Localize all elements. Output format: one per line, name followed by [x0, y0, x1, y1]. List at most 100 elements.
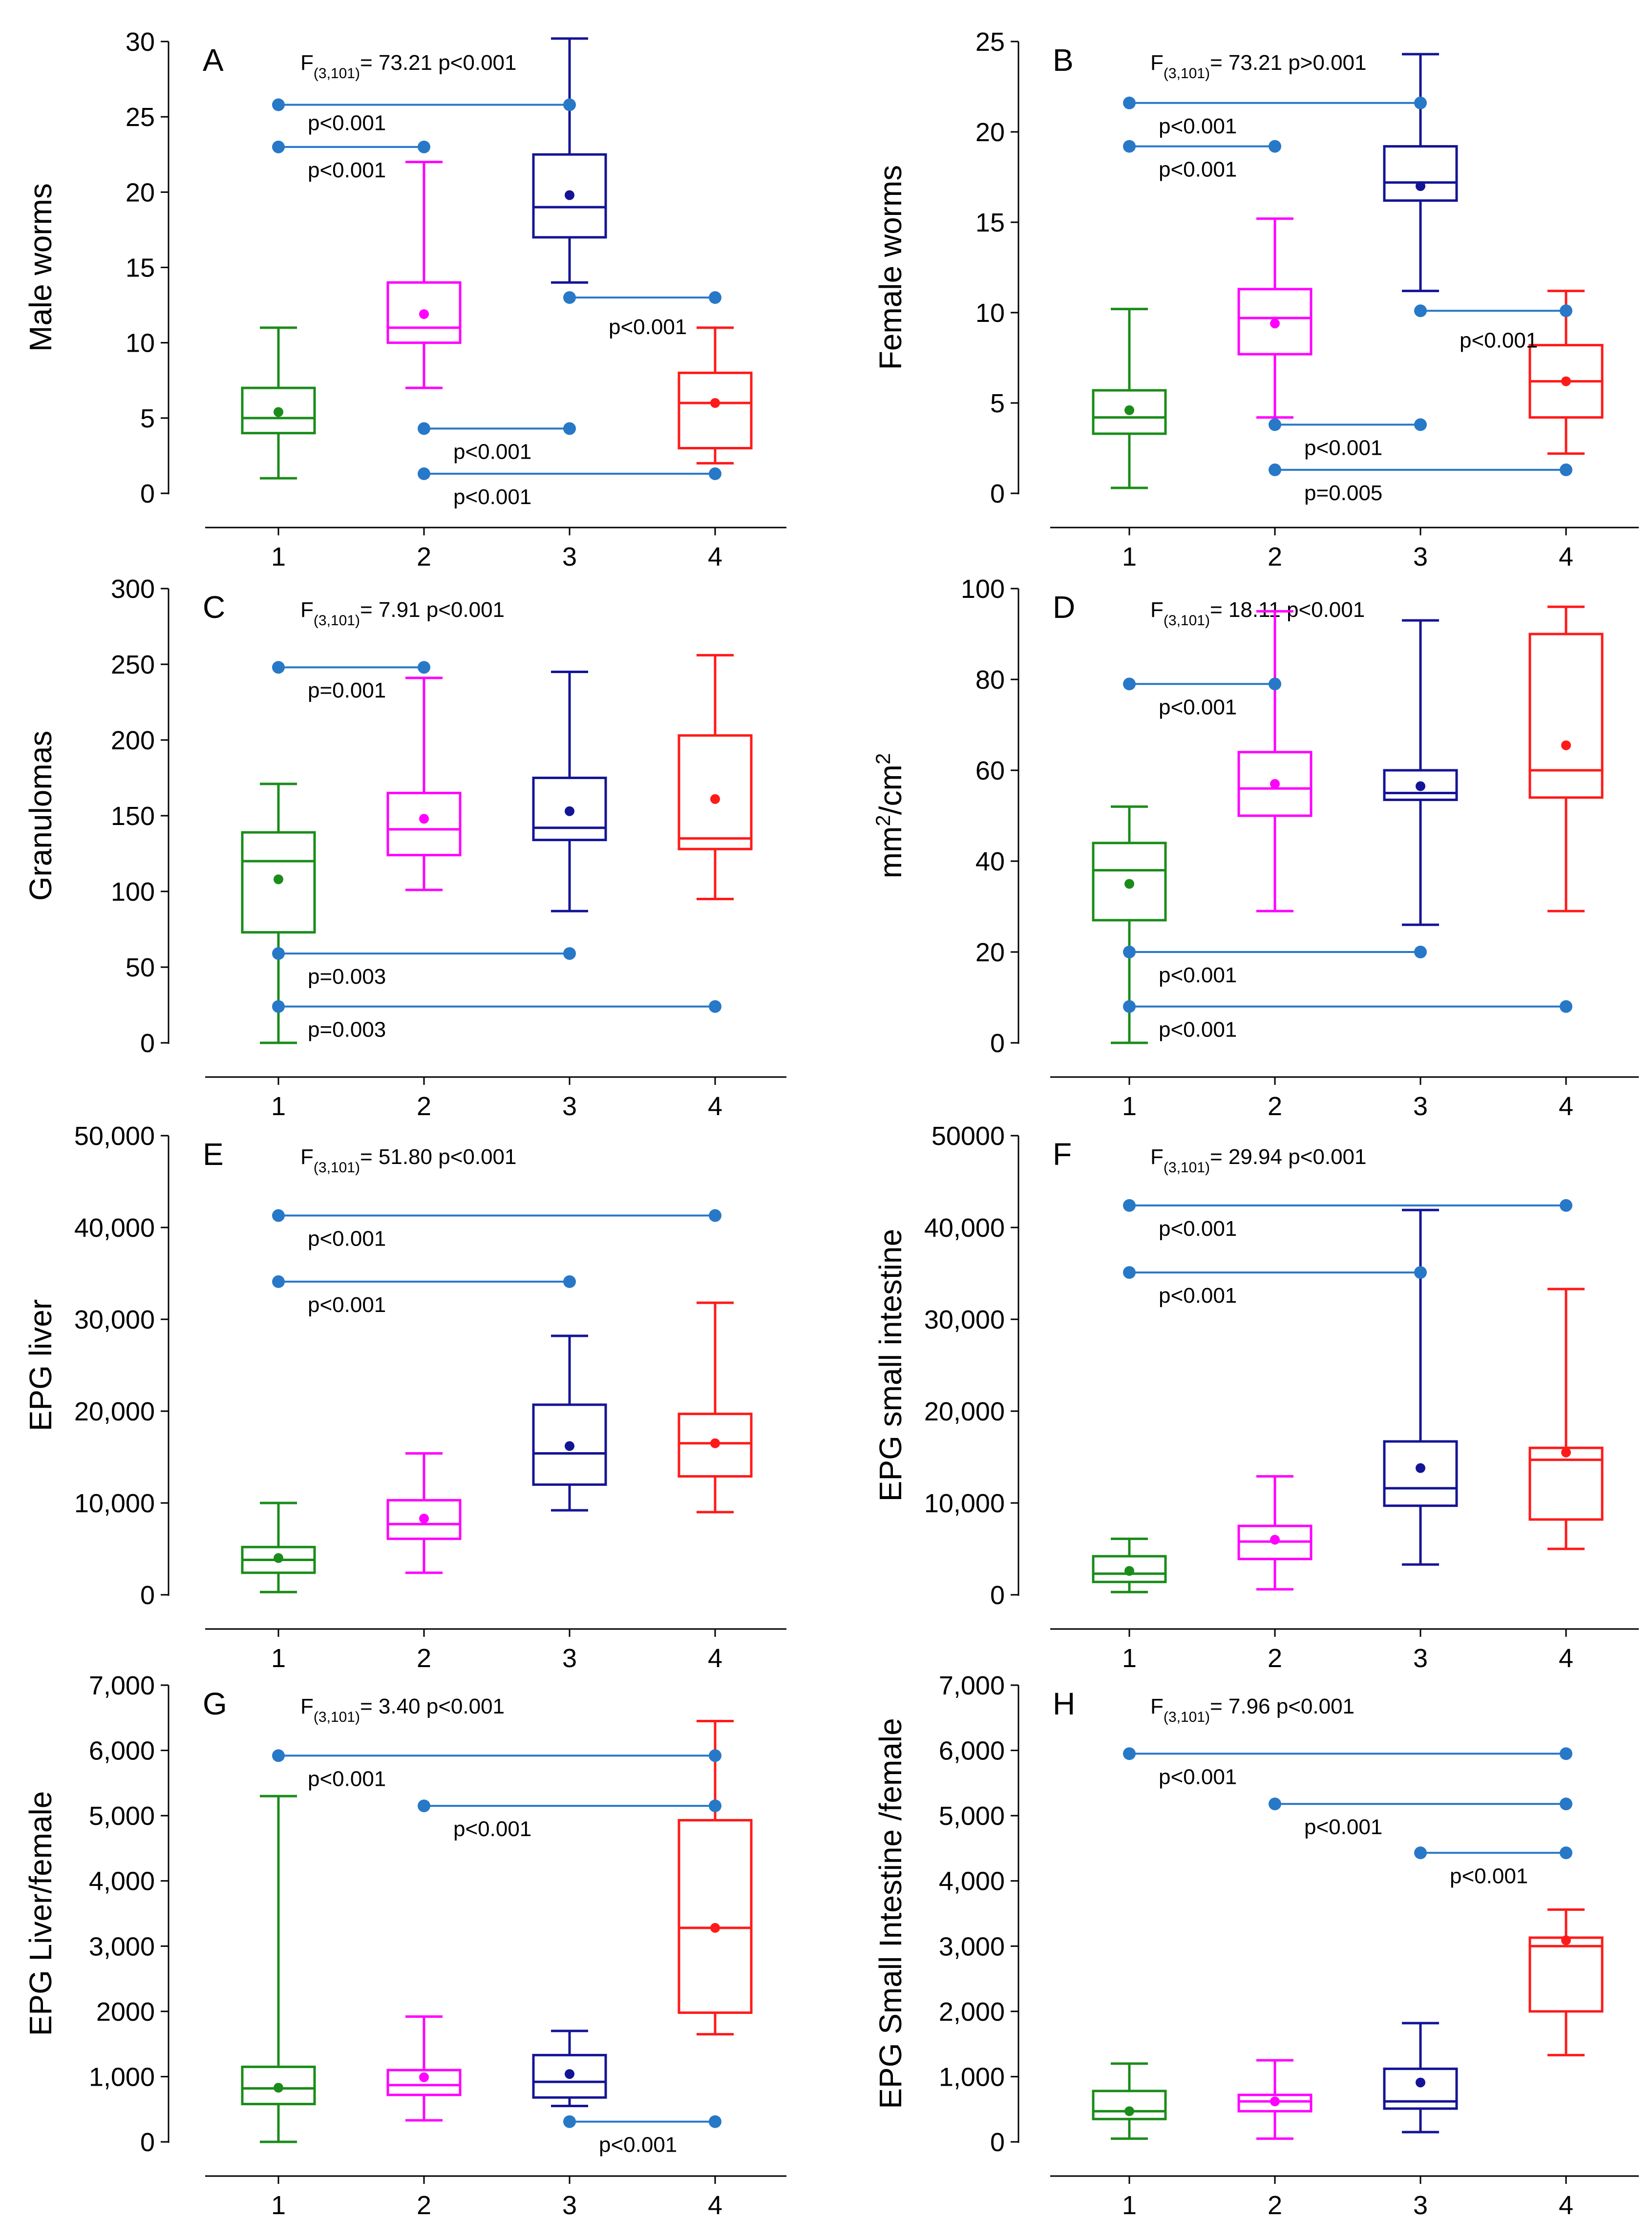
box-mean-point	[274, 874, 283, 885]
panel-letter: E	[203, 1137, 224, 1172]
comparison-label: p<0.001	[308, 1227, 386, 1251]
y-tick-label: 0	[990, 1581, 1005, 1610]
x-tick-label: 4	[1559, 542, 1573, 571]
comparison-label: p<0.001	[308, 1767, 386, 1791]
x-tick-label: 4	[708, 2191, 722, 2220]
comparison-3: p<0.001	[1123, 1000, 1572, 1042]
x-tick-label: 3	[562, 1644, 577, 1673]
x-tick-label: 4	[708, 1644, 722, 1673]
panel-h: 0 1,000 2,000 3,000 4,000 5,000 6,000 7,000 1 2 3 4…	[873, 1671, 1639, 2220]
panel-letter: G	[203, 1686, 227, 1721]
y-tick-label: 5	[140, 404, 155, 433]
y-tick-label: 6,000	[89, 1736, 155, 1766]
box-mean-point	[710, 1923, 720, 1933]
y-tick-label: 10,000	[74, 1489, 155, 1518]
y-tick-label: 50	[126, 953, 155, 982]
comparison-endpoint	[272, 947, 285, 960]
comparison-endpoint	[418, 140, 430, 153]
panel-b: 0 5 10 15 20 25 1 2 3 4 Female worms B F(3,101)= 73.…	[873, 27, 1639, 571]
x-tick-label: 3	[562, 1092, 577, 1121]
box-group-2	[1237, 610, 1313, 912]
stat-text: F(3,101)= 7.96 p<0.001	[1150, 1694, 1355, 1725]
y-tick-label: 5,000	[939, 1801, 1005, 1831]
box-mean-point	[565, 1441, 574, 1451]
y-tick-label: 1,000	[89, 2062, 155, 2092]
comparison-label: p<0.001	[1159, 114, 1237, 138]
y-axis-title: Female worms	[873, 165, 908, 370]
y-tick-label: 40,000	[74, 1213, 155, 1243]
comparison-endpoint	[1560, 1000, 1572, 1013]
comparison-label: p<0.001	[308, 1293, 386, 1317]
comparison-label: p<0.001	[1159, 158, 1237, 182]
comparison-2: p<0.001	[1123, 140, 1281, 182]
comparison-4: p<0.001	[1269, 418, 1427, 460]
stat-text: F(3,101)= 29.94 p<0.001	[1150, 1145, 1366, 1176]
y-tick-label: 20	[975, 938, 1005, 967]
box-mean-point	[565, 2069, 574, 2079]
x-tick-label: 1	[1122, 2191, 1137, 2220]
comparison-endpoint	[563, 98, 576, 111]
y-tick-label: 5	[990, 389, 1005, 418]
x-tick-label: 3	[562, 2191, 577, 2220]
comparison-endpoint	[1123, 1266, 1136, 1279]
box-group-1	[241, 783, 316, 1044]
comparison-endpoint	[272, 140, 285, 153]
comparison-endpoint	[1123, 677, 1136, 691]
comparison-endpoint	[563, 2115, 576, 2128]
y-tick-label: 40	[975, 847, 1005, 876]
stat-text: F(3,101)= 3.40 p<0.001	[300, 1694, 505, 1725]
y-tick-label: 4,000	[89, 1867, 155, 1896]
x-tick-label: 4	[1559, 1644, 1573, 1673]
comparison-2: p<0.001	[1123, 1266, 1427, 1308]
box-mean-point	[1561, 1447, 1571, 1458]
comparison-label: p<0.001	[1304, 1815, 1382, 1839]
box-group-4	[1528, 1288, 1604, 1550]
panel-d: 0 20 40 60 80 100 1 2 3 4 mm2/cm2 D F(3,101)= 18.11 …	[871, 574, 1639, 1121]
comparison-endpoint	[1560, 304, 1572, 317]
box-group-2	[1237, 2059, 1313, 2140]
comparison-endpoint	[1414, 946, 1427, 958]
box-group-3	[1383, 2022, 1458, 2134]
comparison-endpoint	[418, 1799, 430, 1813]
x-tick-label: 4	[708, 542, 722, 571]
box-mean-point	[1416, 181, 1425, 191]
stat-text: F(3,101)= 73.21 p>0.001	[1150, 51, 1366, 82]
comparison-endpoint	[272, 1000, 285, 1013]
comparison-label: p<0.001	[308, 158, 386, 182]
box-mean-point	[1561, 740, 1571, 750]
comparison-3: p=0.003	[272, 1000, 721, 1042]
comparison-endpoint	[1123, 1199, 1136, 1212]
box-group-4	[678, 1719, 753, 2036]
comparison-5: p<0.001	[418, 467, 721, 509]
box-group-3	[532, 1334, 607, 1512]
y-axis-title: Granulomas	[23, 731, 58, 901]
y-tick-label: 30	[126, 27, 155, 57]
x-tick-label: 2	[417, 1092, 431, 1121]
box-group-1	[1092, 2062, 1167, 2140]
comparison-endpoint	[709, 1209, 721, 1222]
comparison-2: p<0.001	[272, 1275, 576, 1317]
y-axis-title: EPG Small Intestine /female	[873, 1718, 908, 2109]
comparison-endpoint	[709, 2115, 721, 2128]
comparison-endpoint	[1414, 418, 1427, 431]
x-tick-label: 3	[1413, 2191, 1428, 2220]
comparison-2: p<0.001	[418, 1799, 721, 1841]
box-mean-point	[419, 814, 429, 824]
comparison-endpoint	[1269, 463, 1281, 476]
box-group-4	[678, 326, 753, 465]
box-mean-point	[274, 1553, 283, 1563]
panel-letter: D	[1053, 590, 1075, 625]
comparison-label: p=0.003	[308, 965, 386, 989]
comparison-label: p<0.001	[1304, 436, 1382, 460]
box-group-1	[1092, 805, 1167, 1044]
box-group-3	[532, 37, 607, 284]
comparison-label: p<0.001	[453, 485, 531, 509]
comparison-2: p<0.001	[1269, 1798, 1572, 1839]
box-group-2	[386, 677, 462, 891]
y-tick-label: 0	[140, 1029, 155, 1058]
comparison-endpoint	[709, 1749, 721, 1762]
y-axis-title: EPG small intestine	[873, 1229, 908, 1502]
box-group-2	[386, 1452, 462, 1574]
y-tick-label: 20	[126, 178, 155, 207]
